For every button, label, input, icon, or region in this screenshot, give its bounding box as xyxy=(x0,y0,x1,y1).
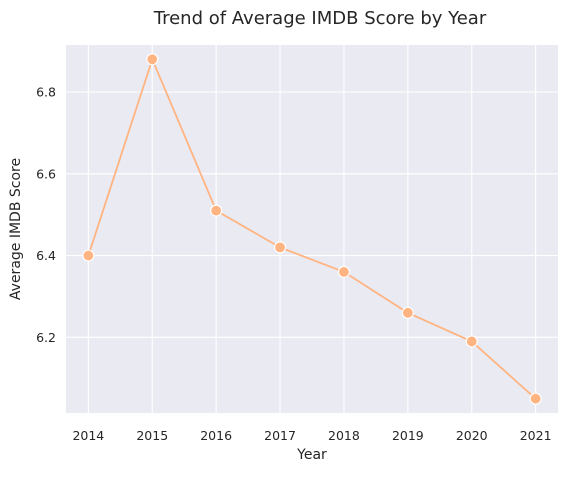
data-point xyxy=(529,392,542,405)
plot-area xyxy=(66,45,558,413)
data-point xyxy=(337,265,351,279)
series-markers xyxy=(82,53,542,405)
y-axis-label: Average IMDB Score xyxy=(8,158,24,300)
y-tick-label: 6.4 xyxy=(36,248,56,263)
y-tick-label: 6.6 xyxy=(36,166,56,181)
y-tick-label: 6.8 xyxy=(36,85,56,100)
data-point xyxy=(82,249,95,262)
series-line xyxy=(87,56,537,400)
data-point xyxy=(465,335,478,348)
x-axis-label: Year xyxy=(296,447,327,463)
x-tick-label: 2021 xyxy=(520,428,552,443)
data-point xyxy=(146,53,159,66)
chart-title: Trend of Average IMDB Score by Year xyxy=(153,8,487,29)
x-tick-label: 2014 xyxy=(72,428,104,443)
x-tick-label: 2020 xyxy=(456,428,488,443)
y-axis-ticks: 6.2 6.4 6.6 6.8 xyxy=(36,85,56,345)
x-gridlines xyxy=(87,45,537,413)
x-tick-label: 2017 xyxy=(264,428,296,443)
x-tick-label: 2018 xyxy=(328,428,360,443)
x-tick-label: 2015 xyxy=(136,428,168,443)
data-point xyxy=(401,306,414,319)
x-axis-ticks: 2014 2015 2016 2017 2018 2019 2020 2021 xyxy=(72,428,551,443)
x-tick-label: 2016 xyxy=(200,428,232,443)
data-point xyxy=(273,241,287,254)
y-tick-label: 6.2 xyxy=(36,330,56,345)
data-point xyxy=(210,204,223,217)
x-tick-label: 2019 xyxy=(392,428,424,443)
